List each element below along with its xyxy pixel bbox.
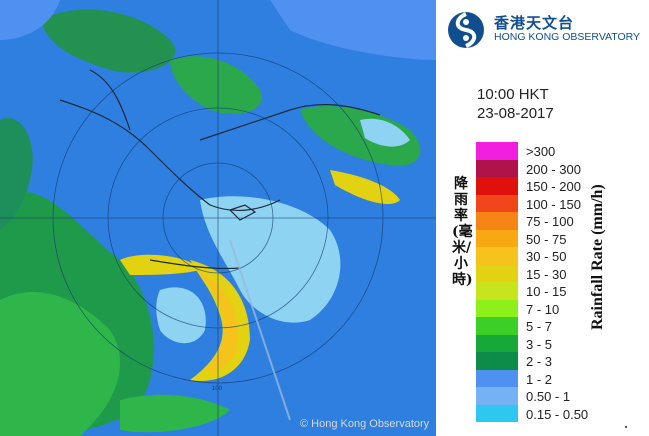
radar-map: 100 — [0, 0, 436, 436]
legend-label: 5 - 7 — [526, 319, 553, 334]
legend-label: >300 — [526, 144, 556, 159]
copyright-text: © Hong Kong Observatory — [300, 418, 430, 430]
legend-swatch — [476, 247, 518, 265]
coastline — [59, 69, 381, 270]
range-ring-label: 100 — [212, 386, 223, 392]
legend-label: 75 - 100 — [526, 214, 574, 229]
legend-label: 0.15 - 0.50 — [526, 406, 589, 422]
rain-echo-layer — [0, 0, 436, 436]
legend-swatch — [476, 212, 518, 230]
legend-label: 1 - 2 — [526, 371, 553, 387]
legend-label: 10 - 15 — [526, 284, 567, 299]
legend-swatches — [476, 142, 518, 422]
org-name-en: HONG KONG OBSERVATORY — [494, 31, 641, 43]
legend-swatch — [476, 334, 518, 352]
legend-swatch — [476, 387, 518, 405]
legend-label: 0.50 - 1 — [526, 389, 571, 404]
observation-time: 10:00 HKT — [477, 86, 549, 103]
org-name-zh: 香港天文台 — [494, 14, 575, 32]
legend-label: 7 - 10 — [526, 301, 560, 317]
legend-swatch — [476, 264, 518, 282]
legend-label: 2 - 3 — [526, 354, 553, 369]
legend-swatch — [476, 299, 518, 317]
radar-streak — [229, 239, 291, 421]
light-rain-layer — [156, 118, 410, 344]
legend-label: 3 - 5 — [526, 336, 553, 352]
legend-swatch — [476, 194, 518, 212]
legend-title-zh: 降雨率(毫米/小時) — [452, 176, 473, 288]
legend-label: 100 - 150 — [526, 196, 581, 212]
observation-date: 23-08-2017 — [477, 105, 554, 122]
hko-emblem-icon — [448, 12, 484, 48]
legend-swatch — [476, 229, 518, 247]
legend-label: 15 - 30 — [526, 266, 567, 282]
legend-swatch — [476, 317, 518, 335]
legend-label: 200 - 300 — [526, 161, 581, 177]
legend-swatch — [476, 369, 518, 387]
legend-label: 30 - 50 — [526, 249, 567, 264]
legend-swatch — [476, 159, 518, 177]
legend-swatch — [476, 142, 518, 160]
legend-title-en: Rainfall Rate (mm/h) — [589, 184, 606, 330]
marker-dot — [625, 426, 627, 428]
legend-swatch — [476, 352, 518, 370]
legend-label: 50 - 75 — [526, 231, 567, 247]
legend-label: 150 - 200 — [526, 179, 581, 194]
legend-swatch — [476, 282, 518, 300]
hko-logo: 香港天文台 HONG KONG OBSERVATORY — [446, 10, 646, 52]
range-rings — [0, 0, 436, 436]
legend-swatch — [476, 177, 518, 195]
legend-swatch — [476, 404, 518, 422]
